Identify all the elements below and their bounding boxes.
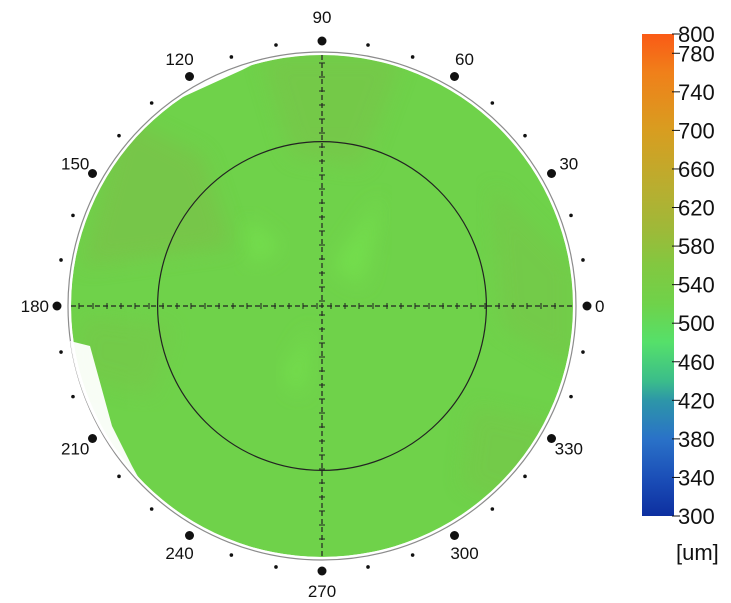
major-angle-dot xyxy=(546,434,556,443)
colorbar-tick-label: 800 xyxy=(678,22,715,47)
minor-angle-dot xyxy=(581,350,585,354)
major-angle-dot xyxy=(185,72,194,82)
shade-region xyxy=(462,406,562,506)
angle-label: 180 xyxy=(21,297,49,316)
angle-label: 30 xyxy=(559,155,578,174)
minor-angle-dot xyxy=(410,55,415,59)
major-angle-dot xyxy=(88,434,98,443)
colorbar-unit: [um] xyxy=(676,540,719,565)
thickness-fill xyxy=(71,55,573,557)
colorbar-tick-label: 740 xyxy=(678,80,715,105)
major-angle-dot xyxy=(185,530,194,540)
polar-plot: 0 30 60 90 120 150 180 210 240 270 300 330 xyxy=(21,8,605,601)
angle-label: 0 xyxy=(595,297,604,316)
major-angle-dot xyxy=(317,36,327,46)
edge-gap xyxy=(70,341,142,484)
minor-angle-dot xyxy=(117,133,121,138)
polar-thickness-map: 0 30 60 90 120 150 180 210 240 270 300 330 xyxy=(21,8,605,601)
highlight-region xyxy=(332,196,382,286)
minor-angle-dot xyxy=(149,101,154,105)
inner-ring xyxy=(156,140,488,472)
major-angle-dot xyxy=(88,169,98,178)
colorbar-tick-label: 620 xyxy=(678,196,715,221)
minor-angle-dot xyxy=(274,565,278,569)
minor-angle-dot xyxy=(366,565,370,569)
minor-angle-dot xyxy=(59,258,63,262)
minor-angle-dot xyxy=(523,133,527,138)
colorbar-tick-label: 580 xyxy=(678,234,715,259)
major-angle-dot xyxy=(450,72,459,82)
minor-angle-dot xyxy=(490,101,495,105)
angle-label: 300 xyxy=(450,544,478,563)
colorbar-tick-label: 500 xyxy=(678,311,715,336)
minor-angle-dot xyxy=(490,507,495,511)
minor-angle-dot xyxy=(274,43,278,47)
highlight-region xyxy=(282,326,312,396)
angle-label: 240 xyxy=(165,544,193,563)
shade-region xyxy=(77,316,172,396)
angle-label: 120 xyxy=(165,50,193,69)
angle-label: 210 xyxy=(61,440,89,459)
angle-label: 150 xyxy=(61,155,89,174)
outer-ring xyxy=(67,51,577,561)
colorbar-tick-label: 660 xyxy=(678,157,715,182)
minor-angle-dot xyxy=(366,43,370,47)
colorbar-legend: 800 780 740 700 660 620 580 540 500 460 420 380 340 3… xyxy=(630,0,731,598)
minor-angle-dot xyxy=(71,213,75,218)
colorbar-tick-label: 700 xyxy=(678,118,715,143)
colorbar-tick-label: 540 xyxy=(678,273,715,298)
colorbar-tick-label: 300 xyxy=(678,504,715,529)
minor-angle-dot xyxy=(59,350,63,354)
colorbar-gradient xyxy=(642,34,674,516)
minor-angle-dot xyxy=(581,258,585,262)
shade-region xyxy=(492,186,572,366)
edge-gap xyxy=(174,65,252,101)
minor-angle-dot xyxy=(117,474,121,479)
shade-region xyxy=(262,56,402,166)
major-angle-dot xyxy=(52,301,62,311)
angle-label: 60 xyxy=(455,50,474,69)
minor-angle-dot xyxy=(229,55,234,59)
major-angle-dot xyxy=(582,301,592,311)
angle-label: 90 xyxy=(313,8,332,27)
colorbar-tick-label: 780 xyxy=(678,41,715,66)
angle-label: 330 xyxy=(555,440,583,459)
minor-angle-dot xyxy=(149,507,154,511)
major-angle-dot xyxy=(450,530,459,540)
minor-angle-dot xyxy=(71,394,75,399)
major-angle-dot xyxy=(317,566,327,576)
minor-angle-dot xyxy=(569,213,573,218)
colorbar-tick-label: 380 xyxy=(678,427,715,452)
minor-angle-dot xyxy=(523,474,527,479)
colorbar-tick-label: 420 xyxy=(678,388,715,413)
colorbar-tick-label: 340 xyxy=(678,465,715,490)
minor-angle-dot xyxy=(569,394,573,399)
major-angle-dot xyxy=(546,169,556,178)
highlight-region xyxy=(242,216,282,266)
minor-angle-dot xyxy=(229,553,234,557)
colorbar-tick-label: 460 xyxy=(678,350,715,375)
angle-label: 270 xyxy=(308,582,336,598)
minor-angle-dot xyxy=(410,553,415,557)
